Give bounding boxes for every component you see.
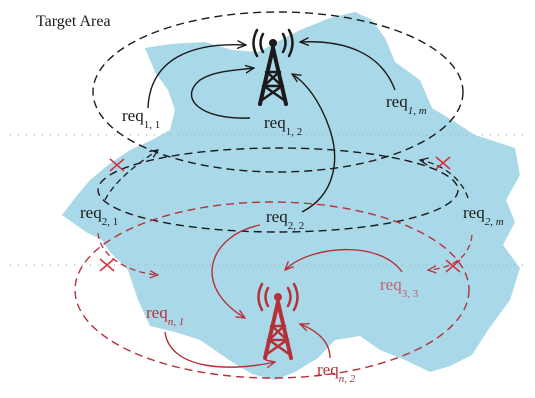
arrow-req-n-1 xyxy=(164,331,275,367)
block-x-3 xyxy=(99,258,115,272)
arrow-req-1-1 xyxy=(147,45,246,109)
block-marks xyxy=(99,156,461,273)
label-req-n-1: reqn, 1 xyxy=(146,303,184,328)
label-req-2-2: req2, 2 xyxy=(266,207,304,232)
label-req-2-m: req2, m xyxy=(463,203,504,228)
middle-cell-boundary xyxy=(97,147,459,233)
arrow-req-2-2-red xyxy=(211,224,261,318)
arrow-req-2-2 xyxy=(292,74,336,213)
red-request-arrows xyxy=(164,224,403,367)
label-req-2-1: req2, 1 xyxy=(80,203,118,228)
block-x-2 xyxy=(435,156,451,170)
black-blocked-arrows xyxy=(104,150,469,201)
arrow-req-2-m-to-bottom xyxy=(428,234,473,270)
arrow-req-2-m-blocked xyxy=(420,160,469,199)
label-req-3-3: req3, 3 xyxy=(380,275,419,300)
arrow-req-1-m xyxy=(300,42,396,91)
arrow-req-1-2 xyxy=(190,68,254,119)
top-cell-boundary xyxy=(92,11,464,173)
label-req-n-2: reqn, 2 xyxy=(317,360,356,385)
arrow-req-3-3 xyxy=(285,248,403,273)
arrow-req-n-2 xyxy=(300,324,331,359)
tower-top-icon xyxy=(252,28,294,106)
block-x-1 xyxy=(109,158,125,172)
tower-bottom-icon xyxy=(257,282,299,360)
label-req-1-1: req1, 1 xyxy=(122,106,160,131)
arrow-req-2-1-to-bottom xyxy=(97,232,158,275)
red-blocked-arrows xyxy=(97,232,473,275)
target-area-region xyxy=(62,12,520,380)
bottom-cell-boundary xyxy=(74,201,470,379)
label-req-1-2: req1, 2 xyxy=(264,113,302,138)
block-x-4 xyxy=(445,259,461,273)
label-req-1-m: req1, m xyxy=(386,92,427,117)
target-area-title: Target Area xyxy=(36,13,111,30)
black-request-arrows xyxy=(147,42,396,213)
